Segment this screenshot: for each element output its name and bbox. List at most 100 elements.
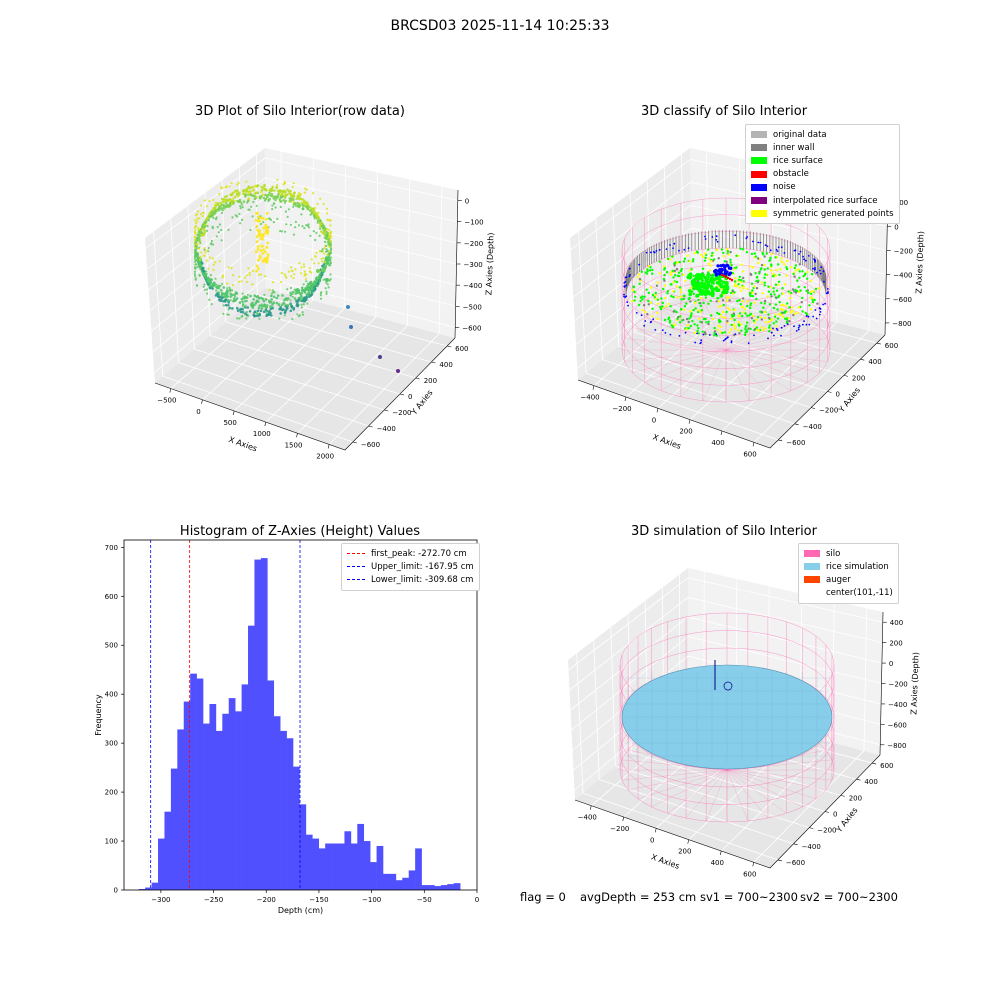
classified-point [706,281,710,285]
classified-point [737,329,740,332]
data-point [203,231,207,234]
data-point [262,310,266,314]
data-point [255,204,258,207]
noise-point [824,302,826,305]
legend-swatch [751,210,767,218]
data-point [202,272,205,276]
classified-point [809,308,813,311]
noise-point [793,249,796,252]
data-point [236,306,239,310]
data-point [326,261,329,265]
data-point [232,199,235,202]
z-tick-label: −400 [893,272,912,280]
classified-point [651,293,655,297]
data-point [248,193,251,196]
classified-point [810,296,814,300]
classified-point [811,300,815,304]
data-point [221,203,224,207]
classified-point [808,304,811,307]
data-point [325,248,328,251]
data-point [299,298,302,302]
y-tick [876,342,881,345]
noise-point [777,246,780,249]
histogram-bar [170,768,178,890]
classified-point [778,273,781,277]
classified-point [754,292,757,296]
x-tick-label: −200 [612,405,631,413]
data-point [322,278,325,281]
classified-point [667,302,670,306]
classified-point [809,290,813,294]
classified-point [753,285,756,288]
data-point [234,299,237,302]
data-point [264,308,268,311]
data-point [324,287,327,290]
data-point [268,191,271,195]
histogram-bar [203,723,210,890]
histogram-bar [376,845,384,890]
classified-point [785,267,789,271]
data-point [210,239,213,243]
data-point [329,259,332,262]
noise-point [808,323,811,326]
data-point [323,236,326,239]
x-tick-label: 0 [196,408,200,416]
data-point [231,283,234,287]
data-point [292,200,295,204]
classified-point [764,316,767,320]
noise-point [714,273,718,277]
y-tick-label: −200 [817,827,836,835]
noise-point [783,252,786,254]
classified-point [677,315,680,319]
data-point [286,304,290,307]
x-tick-label: 200 [678,848,691,856]
data-point [256,312,259,315]
data-point [231,216,234,219]
classified-point [679,291,683,294]
data-point [193,270,197,273]
data-point [198,274,201,277]
classified-point [774,256,777,259]
data-point [319,227,322,230]
grid-line [241,307,432,363]
classified-point [725,310,728,314]
data-point [316,219,320,222]
classified-point [792,313,795,317]
data-point [203,199,206,202]
data-point [312,262,316,265]
histogram-bar [383,873,390,890]
noise-point [716,264,720,268]
classified-point [750,282,754,285]
silo-wireframe-spoke [661,309,727,351]
classified-point [699,304,703,308]
data-point [222,299,225,303]
data-point [300,266,303,269]
silo-wireframe-spoke [726,769,826,791]
data-point [303,274,306,277]
histogram-bar [145,887,152,890]
data-point [215,216,218,219]
x-tick-label: 0 [652,416,656,424]
legend-item-rice-simulation: rice simulation [804,560,893,573]
classified-point [734,282,737,286]
data-point [248,271,251,274]
grid-line [691,227,887,275]
classified-point [707,248,710,251]
data-point [296,313,299,316]
grid-line [651,318,845,376]
data-point [260,296,263,300]
classified-point [697,281,701,285]
data-point [235,192,239,196]
obstacle-point [726,276,730,280]
x-tick [688,419,691,424]
outlier-point [396,369,400,373]
classified-point [806,270,809,274]
classified-point [707,320,710,323]
classified-point [675,285,679,288]
noise-point [802,323,804,326]
classified-point [738,286,742,289]
classified-point [726,250,730,253]
classified-point [696,310,700,314]
classified-point [756,261,760,265]
data-point [246,280,249,284]
